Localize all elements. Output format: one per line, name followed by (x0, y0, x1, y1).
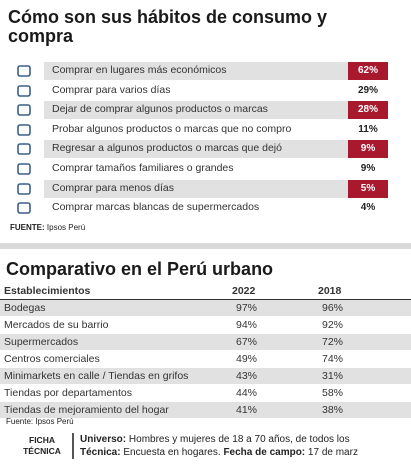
habit-label: Comprar para menos días (52, 181, 174, 194)
header-cell: 2022 (232, 285, 256, 297)
icon (17, 202, 31, 214)
footer-line: Universo: Hombres y mujeres de 18 a 70 a… (80, 434, 350, 445)
table-cell: 97% (236, 302, 258, 314)
table-row: Supermercados 67% 72% (0, 334, 411, 350)
table-row: Tiendas de mejoramiento del hogar 41% 38% (0, 402, 411, 418)
icon (17, 84, 31, 97)
header-cell: 2018 (318, 285, 342, 297)
table-row: Minimarkets en calle / Tiendas en grifos… (0, 368, 411, 384)
footer-key: Universo: (80, 434, 127, 445)
table-cell: 49% (236, 353, 258, 365)
habit-label: Dejar de comprar algunos productos o mar… (52, 103, 268, 116)
source-label: FUENTE: (10, 223, 45, 232)
table-cell: 96% (322, 302, 344, 314)
habit-label: Comprar marcas blancas de supermercados (52, 201, 260, 214)
habit-value: 4% (360, 202, 376, 214)
footer-text: 17 de marz (307, 447, 358, 458)
habit-value: 9% (360, 163, 376, 174)
table-cell: 58% (322, 387, 344, 399)
table-cell: Tiendas por departamentos (4, 387, 133, 399)
table-row: Centros comerciales 49% 74% (0, 351, 411, 367)
footer-key: Técnica: (80, 447, 121, 458)
icon (17, 65, 31, 77)
table-cell: 72% (322, 336, 344, 348)
habit-row: Comprar en lugares más económicos 62% (44, 62, 388, 80)
icon (17, 143, 31, 156)
footer-line: Técnica: Encuesta en hogares. Fecha de c… (80, 447, 358, 458)
section-title: Comparativo en el Perú urbano (6, 259, 274, 279)
habit-label: Comprar tamaños familiares o grandes (52, 162, 234, 174)
table-cell: 74% (322, 353, 344, 365)
table-cell: 31% (322, 370, 344, 382)
source: FUENTE: Ipsos Perú (10, 223, 85, 232)
table-cell: 92% (322, 319, 344, 331)
table-cell: 94% (236, 319, 258, 331)
table-cell: 44% (236, 387, 258, 399)
habit-value: 9% (348, 140, 388, 159)
divider (0, 243, 411, 249)
table-cell: 43% (236, 370, 258, 382)
habit-row: Probar algunos productos o marcas que no… (44, 121, 388, 139)
table-cell: Bodegas (4, 302, 46, 314)
habit-label: Comprar para varios días (52, 83, 171, 96)
icon (17, 123, 31, 136)
habit-row: Comprar marcas blancas de supermercados 4… (44, 199, 388, 217)
footer-text: Hombres y mujeres de 18 a 70 años, de to… (128, 434, 350, 445)
habit-row: Comprar tamaños familiares o grandes 9% (44, 160, 388, 178)
habit-value: 28% (348, 101, 388, 120)
table-cell: Centros comerciales (4, 353, 100, 365)
source: Fuente: Ipsos Perú (6, 417, 74, 426)
habit-value: 29% (357, 84, 378, 96)
icon (17, 163, 31, 175)
table-cell: 38% (322, 404, 344, 416)
table-cell: 41% (236, 404, 258, 416)
habit-value: 11% (358, 123, 378, 135)
table-cell: Mercados de su barrio (4, 319, 109, 331)
icon (17, 104, 31, 116)
footer-label: FICHA TÉCNICA (23, 435, 61, 456)
habit-label: Regresar a algunos productos o marcas qu… (52, 142, 282, 155)
header-cell: Establecimientos (4, 285, 91, 297)
table-header: Establecimientos 2022 2018 (0, 283, 411, 300)
table-cell: Minimarkets en calle / Tiendas en grifos (4, 370, 189, 382)
habit-row: Comprar para menos días 5% (44, 179, 388, 198)
habit-row: Dejar de comprar algunos productos o mar… (44, 101, 388, 120)
table-cell: Supermercados (4, 336, 79, 348)
habit-label: Comprar en lugares más económicos (52, 64, 227, 76)
habit-row: Regresar a algunos productos o marcas qu… (44, 140, 388, 159)
table-cell: 67% (236, 336, 258, 348)
source-text: Ipsos Perú (46, 223, 86, 232)
icon (17, 182, 31, 195)
table-row: Bodegas 97% 96% (0, 300, 411, 316)
table-row: Tiendas por departamentos 44% 58% (0, 385, 411, 401)
footer-divider (72, 433, 74, 459)
habit-value: 62% (348, 62, 388, 80)
table-row: Mercados de su barrio 94% 92% (0, 317, 411, 333)
footer-key: Fecha de campo: (223, 447, 306, 458)
habit-label: Probar algunos productos o marcas que no… (52, 122, 292, 135)
habit-row: Comprar para varios días 29% (44, 82, 388, 100)
table-cell: Tiendas de mejoramiento del hogar (4, 404, 169, 416)
footer-text: Encuesta en hogares. (123, 447, 221, 458)
habit-value: 5% (348, 179, 388, 198)
title: Cómo son sus hábitos de consumo y compra (8, 7, 328, 46)
